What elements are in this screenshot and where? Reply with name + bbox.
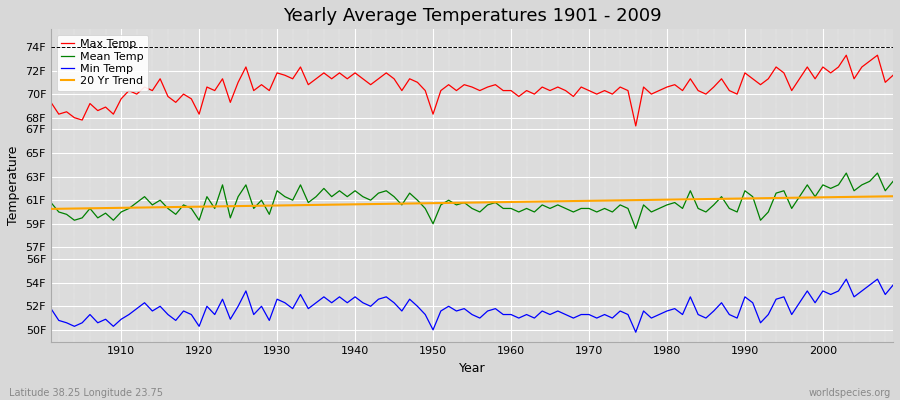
20 Yr Trend (506, 200, 517, 204)
Max Temp (887, 73, 898, 78)
Min Temp (887, 283, 898, 288)
20 Yr Trend (498, 200, 508, 204)
Mean Temp (108, 218, 119, 223)
Mean Temp (498, 206, 508, 211)
Mean Temp (630, 226, 641, 231)
20 Yr Trend (887, 194, 898, 199)
Line: Min Temp: Min Temp (51, 279, 893, 332)
Max Temp (841, 53, 851, 58)
Max Temp (599, 88, 610, 93)
Text: worldspecies.org: worldspecies.org (809, 388, 891, 398)
Y-axis label: Temperature: Temperature (7, 146, 20, 225)
Mean Temp (887, 179, 898, 184)
Max Temp (630, 124, 641, 128)
Text: Latitude 38.25 Longitude 23.75: Latitude 38.25 Longitude 23.75 (9, 388, 163, 398)
Mean Temp (327, 194, 338, 199)
Min Temp (630, 330, 641, 335)
20 Yr Trend (280, 203, 291, 208)
Max Temp (327, 76, 338, 81)
Mean Temp (506, 206, 517, 211)
Max Temp (280, 73, 291, 78)
Min Temp (599, 312, 610, 317)
Mean Temp (599, 206, 610, 211)
20 Yr Trend (108, 206, 119, 210)
Title: Yearly Average Temperatures 1901 - 2009: Yearly Average Temperatures 1901 - 2009 (283, 7, 662, 25)
Min Temp (108, 324, 119, 329)
Line: Mean Temp: Mean Temp (51, 173, 893, 228)
Line: 20 Yr Trend: 20 Yr Trend (51, 196, 893, 209)
Line: Max Temp: Max Temp (51, 55, 893, 126)
Max Temp (506, 88, 517, 93)
Max Temp (108, 112, 119, 116)
Min Temp (327, 300, 338, 305)
Mean Temp (841, 171, 851, 176)
Legend: Max Temp, Mean Temp, Min Temp, 20 Yr Trend: Max Temp, Mean Temp, Min Temp, 20 Yr Tre… (57, 35, 148, 91)
Min Temp (46, 306, 57, 311)
X-axis label: Year: Year (459, 362, 485, 375)
Mean Temp (46, 200, 57, 205)
Max Temp (498, 88, 508, 93)
20 Yr Trend (327, 202, 338, 207)
20 Yr Trend (599, 198, 610, 203)
Mean Temp (280, 194, 291, 199)
20 Yr Trend (46, 206, 57, 211)
Min Temp (498, 312, 508, 317)
Min Temp (841, 277, 851, 282)
Min Temp (506, 312, 517, 317)
Min Temp (280, 300, 291, 305)
Max Temp (46, 100, 57, 105)
